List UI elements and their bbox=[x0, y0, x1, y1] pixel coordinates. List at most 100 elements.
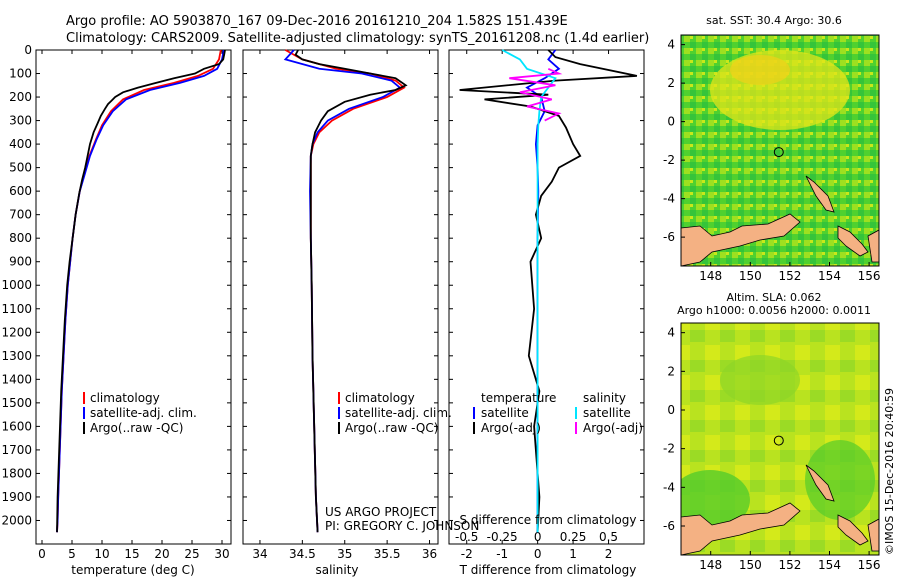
temperature-legend: climatology satellite-adj. clim. Argo(..… bbox=[83, 391, 197, 435]
series-line bbox=[283, 49, 402, 533]
temperature-panel-frame bbox=[35, 49, 232, 545]
x-tick-label: 25 bbox=[184, 547, 199, 561]
y-tick-label: 1700 bbox=[1, 443, 32, 457]
x-tick-label: 15 bbox=[124, 547, 139, 561]
s-tick-label: -0.5 bbox=[455, 530, 478, 544]
y-tick-label: 300 bbox=[9, 114, 32, 128]
series-line bbox=[284, 49, 406, 533]
y-tick-label: 200 bbox=[9, 90, 32, 104]
x-tick-label: -2 bbox=[461, 547, 473, 561]
sst-map bbox=[680, 34, 880, 267]
legend-argo-t: Argo(-adj) bbox=[481, 421, 541, 435]
y-tick-label: 1900 bbox=[1, 490, 32, 504]
x-tick-label: 5 bbox=[68, 547, 76, 561]
map-y-tick-label: -2 bbox=[663, 153, 675, 167]
map-y-tick-label: -2 bbox=[663, 442, 675, 456]
legend-title-temperature: temperature bbox=[481, 391, 556, 405]
legend-argo: Argo(..raw -QC) bbox=[90, 421, 183, 435]
map-y-tick-label: 0 bbox=[667, 403, 675, 417]
series-line bbox=[56, 49, 226, 533]
credit-pi: PI: GREGORY C. JOHNSON bbox=[325, 519, 479, 533]
series-line bbox=[459, 49, 638, 533]
land-new-britain bbox=[837, 225, 869, 257]
y-tick-label: 800 bbox=[9, 231, 32, 245]
argo-location-marker bbox=[773, 435, 784, 446]
map-x-tick-label: 156 bbox=[858, 558, 881, 572]
map-y-tick-label: 0 bbox=[667, 115, 675, 129]
legend-satellite: satellite-adj. clim. bbox=[90, 406, 197, 420]
series-line bbox=[56, 49, 222, 533]
difference-xlabel: T difference from climatology bbox=[459, 563, 637, 577]
y-tick-label: 100 bbox=[9, 67, 32, 81]
y-tick-label: 1000 bbox=[1, 278, 32, 292]
y-tick-label: 1300 bbox=[1, 349, 32, 363]
map-x-tick-label: 150 bbox=[739, 269, 762, 283]
y-tick-label: 400 bbox=[9, 137, 32, 151]
map-x-tick-label: 148 bbox=[699, 269, 722, 283]
y-tick-label: 1400 bbox=[1, 372, 32, 386]
map-x-tick-label: 152 bbox=[778, 269, 801, 283]
sla-map-title: Altim. SLA: 0.062 bbox=[726, 291, 821, 304]
map-x-tick-label: 152 bbox=[778, 558, 801, 572]
credit-project: US ARGO PROJECT bbox=[325, 505, 437, 519]
salinity-xlabel: salinity bbox=[315, 563, 358, 577]
legend-satellite: satellite-adj. clim. bbox=[345, 406, 452, 420]
map-y-tick-label: 4 bbox=[667, 326, 675, 340]
legend-climatology: climatology bbox=[90, 391, 160, 405]
map-y-tick-label: 4 bbox=[667, 38, 675, 52]
map-x-tick-label: 154 bbox=[818, 269, 841, 283]
map-x-tick-label: 154 bbox=[818, 558, 841, 572]
legend-argo: Argo(..raw -QC) bbox=[345, 421, 438, 435]
y-tick-label: 1600 bbox=[1, 419, 32, 433]
x-tick-label: 10 bbox=[94, 547, 109, 561]
series-line bbox=[501, 49, 557, 533]
sst-map-title: sat. SST: 30.4 Argo: 30.6 bbox=[706, 14, 842, 27]
difference-xlabel-top: S difference from climatology bbox=[460, 513, 637, 527]
y-tick-label: 1800 bbox=[1, 466, 32, 480]
legend-title-salinity: salinity bbox=[583, 391, 626, 405]
map-x-tick-label: 156 bbox=[858, 269, 881, 283]
y-tick-label: 700 bbox=[9, 208, 32, 222]
legend-satellite-t: satellite bbox=[481, 406, 529, 420]
y-tick-label: 0 bbox=[24, 43, 32, 57]
series-line bbox=[509, 67, 563, 122]
land-new-ireland bbox=[805, 175, 835, 213]
land-southeast bbox=[867, 229, 879, 263]
s-tick-label: 0.25 bbox=[560, 530, 587, 544]
series-line bbox=[56, 49, 225, 533]
salinity-legend: climatology satellite-adj. clim. Argo(..… bbox=[338, 391, 452, 435]
argo-location-marker bbox=[773, 147, 784, 158]
y-tick-label: 900 bbox=[9, 255, 32, 269]
x-tick-label: 34.5 bbox=[289, 547, 316, 561]
y-tick-label: 2000 bbox=[1, 513, 32, 527]
map-y-tick-label: -6 bbox=[663, 230, 675, 244]
x-tick-label: 0 bbox=[38, 547, 46, 561]
y-tick-label: 500 bbox=[9, 161, 32, 175]
s-tick-label: 0 bbox=[534, 530, 542, 544]
y-tick-label: 1200 bbox=[1, 325, 32, 339]
y-tick-label: 600 bbox=[9, 184, 32, 198]
difference-legend: temperature salinity satellite Argo(-adj… bbox=[473, 391, 643, 435]
x-tick-label: 0 bbox=[534, 547, 542, 561]
difference-plot: -2 -1 0 1 2 -0.5 -0.25 0 0.25 0.5 bbox=[449, 49, 644, 561]
map-y-tick-label: 2 bbox=[667, 364, 675, 378]
x-tick-label: 30 bbox=[214, 547, 229, 561]
map-x-tick-label: 148 bbox=[699, 558, 722, 572]
map-y-tick-label: 2 bbox=[667, 76, 675, 90]
land-new-guinea bbox=[681, 213, 801, 266]
sla-map-subtitle: Argo h1000: 0.0056 h2000: 0.0011 bbox=[677, 304, 871, 317]
legend-climatology: climatology bbox=[345, 391, 415, 405]
x-tick-label: 35.5 bbox=[374, 547, 401, 561]
salinity-panel-frame bbox=[242, 49, 439, 545]
map-y-tick-label: -6 bbox=[663, 519, 675, 533]
x-tick-label: 2 bbox=[605, 547, 613, 561]
x-tick-label: 34 bbox=[252, 547, 267, 561]
difference-panel-frame bbox=[448, 49, 645, 545]
temperature-xlabel: temperature (deg C) bbox=[71, 563, 194, 577]
legend-argo-s: Argo(-adj) bbox=[583, 421, 643, 435]
header-line1: Argo profile: AO 5903870_167 09-Dec-2016… bbox=[66, 14, 568, 29]
s-tick-label: 0.5 bbox=[599, 530, 618, 544]
salinity-plot: 34 34.5 35 35.5 36 bbox=[243, 49, 438, 561]
x-tick-label: 35 bbox=[337, 547, 352, 561]
